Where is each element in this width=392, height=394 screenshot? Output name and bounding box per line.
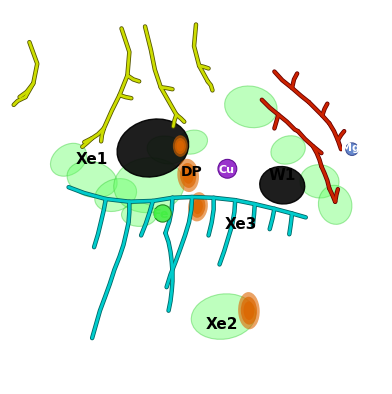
Text: Xe1: Xe1 — [76, 152, 108, 167]
Ellipse shape — [193, 199, 203, 214]
Ellipse shape — [183, 167, 194, 184]
Text: DP: DP — [181, 165, 203, 178]
Ellipse shape — [114, 158, 184, 213]
Ellipse shape — [191, 294, 256, 339]
Ellipse shape — [222, 163, 233, 175]
Ellipse shape — [243, 301, 254, 320]
Ellipse shape — [175, 138, 186, 154]
Text: Xe3: Xe3 — [225, 217, 257, 232]
Ellipse shape — [188, 192, 208, 221]
Ellipse shape — [300, 165, 339, 198]
Ellipse shape — [177, 159, 199, 192]
Ellipse shape — [154, 205, 171, 222]
Ellipse shape — [271, 136, 305, 164]
Text: Mg: Mg — [341, 143, 360, 153]
Ellipse shape — [218, 159, 237, 178]
Ellipse shape — [122, 203, 157, 227]
Ellipse shape — [238, 292, 260, 329]
Text: Xe2: Xe2 — [205, 317, 238, 332]
Text: W1: W1 — [269, 168, 296, 183]
Ellipse shape — [67, 161, 117, 198]
Ellipse shape — [51, 143, 87, 176]
Ellipse shape — [180, 163, 196, 188]
Ellipse shape — [117, 119, 189, 177]
Ellipse shape — [191, 196, 205, 218]
Ellipse shape — [260, 167, 305, 204]
Ellipse shape — [241, 297, 257, 325]
Ellipse shape — [225, 86, 277, 128]
Ellipse shape — [177, 130, 207, 154]
Ellipse shape — [346, 143, 358, 156]
Ellipse shape — [95, 178, 136, 212]
Text: Cu: Cu — [219, 165, 234, 175]
Ellipse shape — [318, 185, 352, 224]
Text: Fe: Fe — [152, 208, 169, 221]
Ellipse shape — [173, 135, 188, 157]
Ellipse shape — [348, 145, 356, 153]
Ellipse shape — [158, 208, 168, 219]
Ellipse shape — [176, 141, 184, 151]
Ellipse shape — [147, 136, 186, 164]
